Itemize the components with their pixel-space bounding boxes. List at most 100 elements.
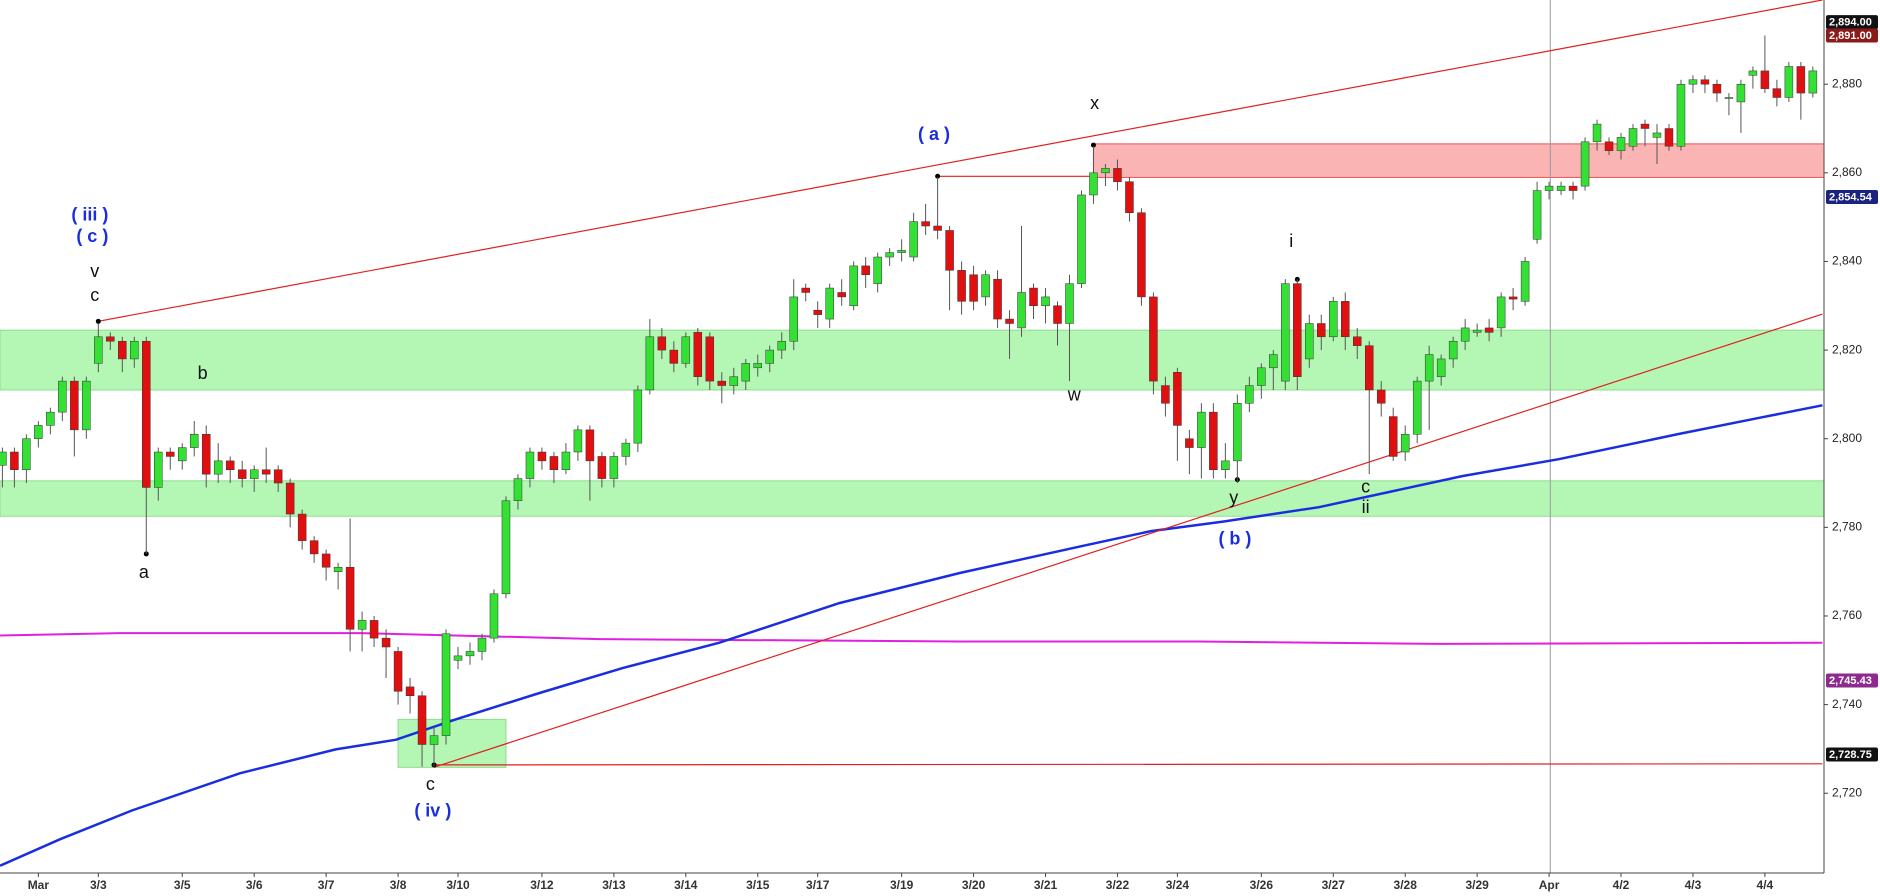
candle-body [897,250,906,253]
candle-body [1556,185,1566,191]
candle-body [1496,296,1506,329]
candle-body [0,451,7,466]
candle-body [1053,305,1062,324]
candles [0,35,1818,767]
price-tag-label: 2,854.54 [1829,191,1873,203]
candle-body [513,478,523,502]
candle-body [285,482,295,515]
wave-label: ii [1362,497,1370,517]
candle-body [1604,141,1614,151]
candle-body [993,278,1002,320]
candle-body [945,230,954,271]
x-tick-label: 4/3 [1685,878,1702,892]
trend-line [433,763,1823,766]
candle-body [393,651,403,692]
candle-body [1796,66,1806,94]
candle-body [1245,385,1254,404]
candle-body [537,451,547,462]
candle-body [765,349,774,364]
y-tick-label: 2,780 [1832,520,1862,534]
candle-body [1436,358,1446,377]
candle-body [1161,385,1170,404]
candle-body [1592,123,1602,143]
candle-body [549,456,559,470]
candle-body [1532,190,1542,240]
candle-body [1388,416,1398,457]
x-tick-label: 3/24 [1166,878,1190,892]
wave-label: i [1289,231,1293,251]
price-tag [1826,747,1878,762]
support-zone [0,329,1825,391]
candle-body [1700,79,1710,85]
candle-body [417,695,427,745]
candle-body [1652,132,1662,138]
candle-body [94,336,103,364]
candle-body [1784,66,1794,98]
candle-body [1400,434,1410,453]
candle-body [1724,97,1734,99]
candle-body [885,252,894,258]
candle-body [1221,460,1230,470]
candle-body [82,380,91,431]
candle-body [237,469,247,479]
support-zone [0,480,1825,517]
x-tick-label: 3/20 [962,878,986,892]
candle-body [1257,367,1266,386]
candle-body [249,469,259,479]
candle-body [1089,172,1098,196]
candle-body [501,500,511,595]
candle-body [297,513,307,541]
candle-body [1472,329,1482,333]
pivot-dot [935,173,941,179]
price-tag [1826,673,1878,688]
wave-label: x [1090,93,1099,113]
candle-body [321,553,331,568]
candle-body [106,336,115,342]
wave-label: v [90,261,99,281]
candle-body [909,221,918,258]
candle-body [1412,380,1422,435]
x-tick-label: Apr [1539,878,1560,892]
candle-body [1580,141,1590,187]
candle-body [1269,354,1278,369]
candle-body [1029,287,1038,307]
candle-body [1568,185,1578,191]
x-tick-label: 4/2 [1613,878,1630,892]
candle-body [441,633,451,736]
candle-body [789,296,798,342]
candle-body [429,735,439,745]
wave-label: ( a ) [918,124,950,144]
x-tick-label: Mar [28,878,50,892]
candle-body [1760,70,1770,89]
candle-body [861,265,870,276]
price-tag-label: 2,891.00 [1829,30,1872,42]
candle-body [1616,137,1626,151]
x-tick-label: 3/13 [602,878,626,892]
ma-magenta [0,632,1823,645]
candle-body [1352,336,1362,346]
candle-body [213,460,223,475]
candle-body [1364,345,1374,391]
candle-body [34,425,43,439]
candle-body [1005,318,1014,324]
candle-body [477,637,487,652]
candle-body [70,380,79,431]
candle-body [729,376,739,386]
y-tick-label: 2,860 [1832,165,1862,179]
x-tick-label: 3/19 [890,878,914,892]
candle-body [1281,283,1290,382]
wave-label: ( b ) [1218,528,1251,548]
x-tick-label: 3/12 [530,878,554,892]
candle-body [969,274,978,302]
candle-body [1065,283,1074,324]
price-tag-label: 2,745.43 [1829,675,1872,687]
candle-body [166,451,175,457]
candle-body [1448,340,1458,360]
x-tick-label: 3/27 [1322,878,1346,892]
candle-body [837,292,846,298]
candle-body [849,265,858,307]
candle-body [693,332,703,377]
candle-body [1676,83,1686,147]
candle-body [825,287,834,320]
candle-body [777,340,786,351]
